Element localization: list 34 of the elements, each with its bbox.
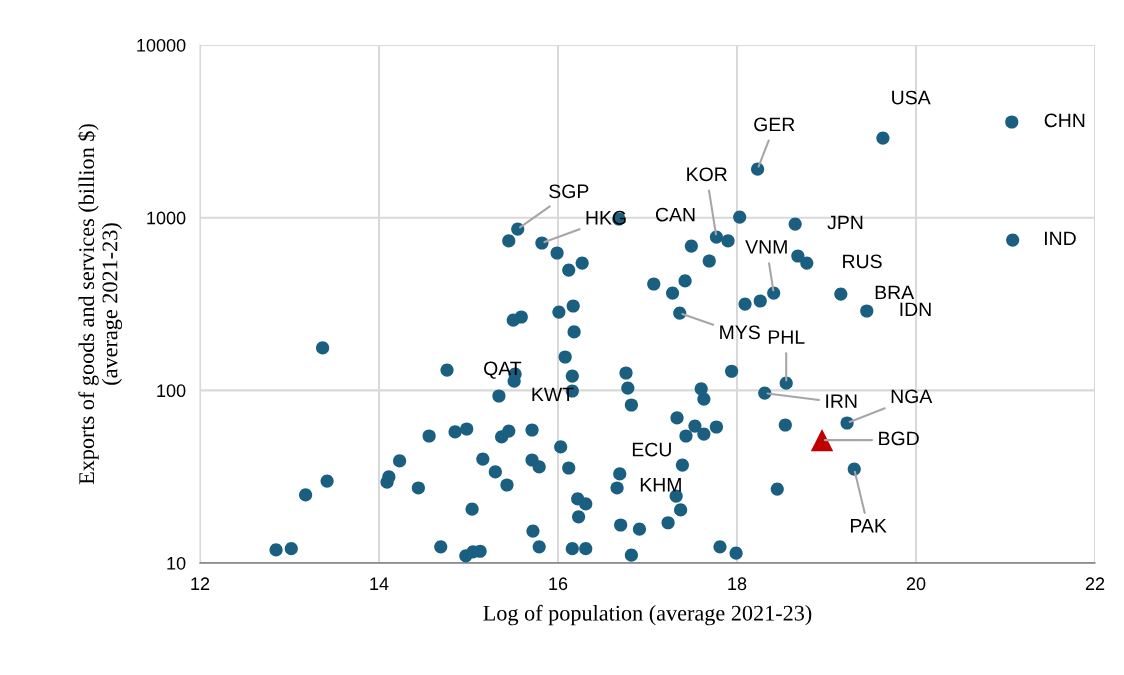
annotation: NGA xyxy=(891,389,933,404)
x-tick-label: 16 xyxy=(549,577,568,591)
y-tick-label: 100 xyxy=(157,384,186,398)
annotation: KWT xyxy=(532,387,574,402)
annotation: BGD xyxy=(879,431,919,446)
annotation: GER xyxy=(754,117,795,132)
x-tick-label: 14 xyxy=(370,577,389,590)
annotation: VNM xyxy=(745,240,787,254)
y-tick-label: 1000 xyxy=(147,211,186,225)
annotation: MYS xyxy=(720,325,760,340)
annotation: KOR xyxy=(687,167,727,182)
annotation: BRA xyxy=(875,285,915,300)
y-tick-label: 10 xyxy=(167,556,186,570)
annotation: ECU xyxy=(632,442,671,457)
annotation: IND xyxy=(1045,231,1076,246)
y-axis-title: Exports of goods and services (billion $) (average 2021-23) xyxy=(77,124,123,485)
annotation: IRN xyxy=(826,394,857,408)
annotation: SGP xyxy=(549,184,589,199)
annotation: PAK xyxy=(850,519,887,533)
annotation: JPN xyxy=(827,215,863,230)
annotation: RUS xyxy=(843,254,882,269)
annotation: PHL xyxy=(768,330,805,344)
y-tick-label: 10000 xyxy=(137,38,186,52)
annotation: USA xyxy=(892,90,931,105)
x-axis-title: Log of population (average 2021-23) xyxy=(483,604,812,626)
annotation: CAN xyxy=(655,207,695,222)
x-tick-label: 18 xyxy=(728,577,747,591)
annotation: IDN xyxy=(900,302,931,317)
annotation: KHM xyxy=(640,478,681,492)
x-tick-label: 22 xyxy=(1085,577,1105,590)
annotation: CHN xyxy=(1044,113,1085,128)
annotation: QAT xyxy=(484,361,522,379)
x-tick-label: 20 xyxy=(906,577,926,591)
x-tick-label: 12 xyxy=(191,577,210,590)
